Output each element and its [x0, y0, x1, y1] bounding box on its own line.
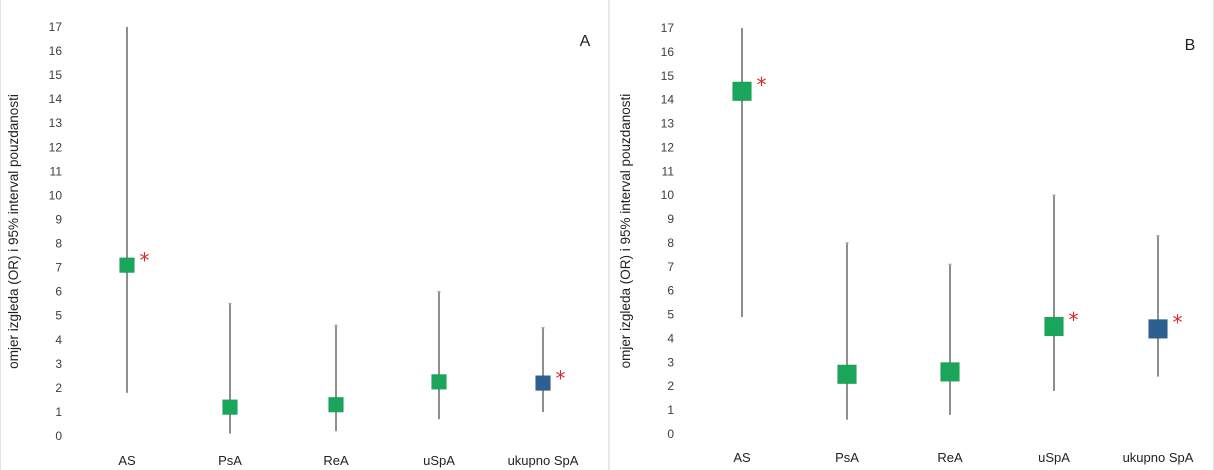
y-tick-label: 5 — [55, 309, 62, 323]
y-tick-label: 1 — [667, 403, 674, 417]
y-tick-label: 6 — [55, 285, 62, 299]
y-tick-label: 5 — [667, 308, 674, 322]
y-tick-label: 13 — [661, 117, 675, 131]
x-category-label: uSpA — [1038, 450, 1070, 465]
y-tick-label: 16 — [661, 45, 675, 59]
significance-marker: * — [140, 249, 150, 273]
y-tick-label: 17 — [661, 21, 675, 35]
y-tick-label: 15 — [49, 68, 63, 82]
y-tick-label: 6 — [667, 284, 674, 298]
y-tick-label: 2 — [55, 381, 62, 395]
y-tick-label: 9 — [55, 212, 62, 226]
y-tick-label: 4 — [55, 333, 62, 347]
y-tick-label: 11 — [662, 164, 675, 178]
x-category-label: ukupno SpA — [1123, 450, 1194, 465]
point-estimate-marker — [222, 399, 238, 415]
x-category-label: ReA — [937, 450, 963, 465]
significance-marker: * — [1173, 310, 1183, 334]
y-tick-label: 11 — [50, 164, 63, 178]
x-category-label: uSpA — [423, 453, 455, 468]
x-category-label: ukupno SpA — [508, 453, 579, 468]
x-category-label: ReA — [323, 453, 349, 468]
point-estimate-marker — [535, 375, 551, 391]
y-tick-label: 0 — [667, 427, 674, 441]
point-estimate-marker — [1044, 316, 1064, 337]
point-estimate-marker — [1148, 319, 1168, 339]
panel-label: B — [1185, 37, 1196, 54]
y-tick-label: 10 — [49, 188, 63, 202]
panel-label: A — [580, 33, 591, 50]
y-tick-label: 3 — [55, 357, 62, 371]
y-tick-label: 10 — [661, 188, 675, 202]
x-category-label: AS — [118, 453, 136, 468]
point-estimate-marker — [328, 396, 344, 413]
x-category-label: PsA — [835, 450, 859, 465]
y-tick-label: 9 — [667, 212, 674, 226]
point-estimate-marker — [119, 257, 135, 273]
y-tick-label: 1 — [55, 405, 62, 419]
y-axis-title: omjer izgleda (OR) i 95% interval pouzda… — [618, 94, 633, 369]
y-tick-label: 13 — [49, 116, 63, 130]
point-estimate-marker — [431, 374, 447, 390]
point-estimate-marker — [732, 81, 752, 102]
x-category-label: AS — [733, 450, 751, 465]
point-estimate-marker — [940, 362, 960, 382]
y-tick-label: 14 — [661, 93, 675, 107]
y-tick-label: 4 — [667, 331, 674, 345]
y-tick-label: 0 — [55, 429, 62, 443]
y-tick-label: 8 — [55, 237, 62, 251]
y-tick-label: 7 — [55, 261, 62, 275]
y-tick-label: 2 — [667, 379, 674, 393]
y-tick-label: 7 — [667, 260, 674, 274]
significance-marker: * — [556, 367, 566, 391]
y-tick-label: 12 — [661, 140, 675, 154]
x-category-label: PsA — [218, 453, 242, 468]
significance-marker: * — [1069, 308, 1079, 332]
y-axis-title: omjer izgleda (OR) i 95% interval pouzda… — [6, 94, 21, 369]
y-tick-label: 14 — [49, 92, 63, 106]
y-tick-label: 12 — [49, 140, 63, 154]
y-tick-label: 3 — [667, 355, 674, 369]
y-tick-label: 17 — [49, 20, 63, 34]
y-tick-label: 15 — [661, 69, 675, 83]
y-tick-label: 16 — [49, 44, 63, 58]
point-estimate-marker — [837, 364, 857, 385]
significance-marker: * — [757, 73, 767, 97]
y-tick-label: 8 — [667, 236, 674, 250]
